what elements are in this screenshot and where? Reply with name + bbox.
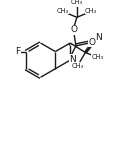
Text: CH₃: CH₃ <box>85 8 97 14</box>
Text: N: N <box>69 55 76 64</box>
Text: F: F <box>16 47 21 56</box>
Text: O: O <box>70 25 78 34</box>
Text: CH₃: CH₃ <box>56 8 69 14</box>
Text: CH₃: CH₃ <box>71 0 83 5</box>
Text: CH₃: CH₃ <box>92 54 104 60</box>
Text: N: N <box>95 33 102 42</box>
Text: O: O <box>89 38 96 47</box>
Text: CH₃: CH₃ <box>72 63 84 69</box>
